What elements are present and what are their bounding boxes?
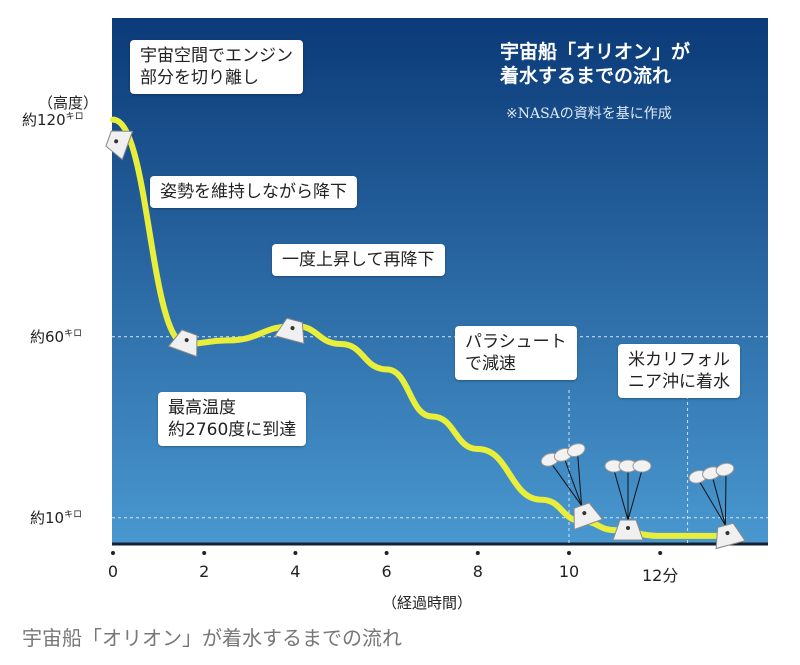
parachute-icon — [715, 462, 735, 477]
parachute-icon — [632, 459, 652, 473]
altitude-line — [110, 116, 723, 539]
y-tick-label: 約120キロ — [22, 110, 84, 129]
x-tick-label: 10 — [558, 562, 580, 581]
capsule-body — [167, 329, 198, 358]
parachute-line — [711, 476, 726, 526]
y-axis-label: （高度） — [38, 94, 99, 112]
annotation-parachute: パラシュート で減速 — [455, 326, 577, 380]
x-axis-label: （経過時間） — [382, 594, 473, 612]
annotation-attitude: 姿勢を維持しながら降下 — [150, 176, 357, 208]
parachute-line — [613, 469, 629, 521]
orion-capsule-icon — [105, 130, 134, 161]
capsule-window — [725, 531, 730, 536]
x-tick-label: 4 — [290, 562, 301, 581]
orion-capsule-icon — [167, 329, 198, 358]
annotation-engine-separation: 宇宙空間でエンジン 部分を切り離し — [130, 40, 303, 94]
capsule-window — [626, 526, 630, 530]
capsule-body — [274, 317, 305, 345]
capsule-window — [114, 139, 119, 144]
x-tick — [111, 551, 115, 555]
plot-area — [112, 18, 768, 545]
source-note: ※NASAの資料を基に作成 — [506, 106, 672, 122]
x-tick-label: 0 — [107, 562, 119, 581]
x-tick — [567, 551, 571, 555]
capsule-body — [105, 130, 134, 161]
x-tick — [384, 551, 389, 555]
y-tick-label: 約10キロ — [30, 508, 83, 527]
orion-capsule-icon — [604, 459, 652, 541]
orion-capsule-icon — [540, 443, 604, 531]
orion-capsule-icon — [274, 317, 305, 345]
x-tick-label: 2 — [199, 562, 210, 581]
parachute-line — [724, 473, 727, 526]
annotation-reascend: 一度上昇して再降下 — [272, 244, 445, 276]
parachute-icon — [567, 443, 586, 457]
x-tick-label: 12分 — [642, 566, 679, 585]
x-tick — [293, 551, 298, 555]
parachute-line — [550, 463, 582, 506]
parachute-line — [698, 480, 726, 526]
capsule-window — [184, 338, 189, 343]
chart-title: 宇宙船「オリオン」が 着水するまでの流れ — [500, 41, 691, 87]
x-tick — [202, 551, 207, 555]
capsule-body — [573, 502, 604, 531]
orion-capsule-icon — [688, 462, 746, 550]
annotation-max-temp: 最高温度 約2760度に到達 — [158, 392, 307, 446]
x-tick-label: 6 — [381, 562, 392, 581]
capsule-window — [582, 511, 587, 516]
parachute-line — [627, 469, 643, 521]
x-tick-label: 8 — [472, 562, 483, 581]
capsule-body — [715, 522, 746, 550]
capsule-window — [290, 326, 295, 331]
x-tick — [658, 551, 663, 555]
parachute-line — [564, 458, 583, 506]
caption: 宇宙船「オリオン」が着水するまでの流れ — [22, 626, 402, 650]
parachute-line — [577, 453, 583, 506]
y-tick-label: 約60キロ — [30, 327, 83, 346]
x-tick — [475, 551, 480, 555]
annotation-splashdown: 米カリフォル ニア沖に着水 — [618, 344, 740, 398]
